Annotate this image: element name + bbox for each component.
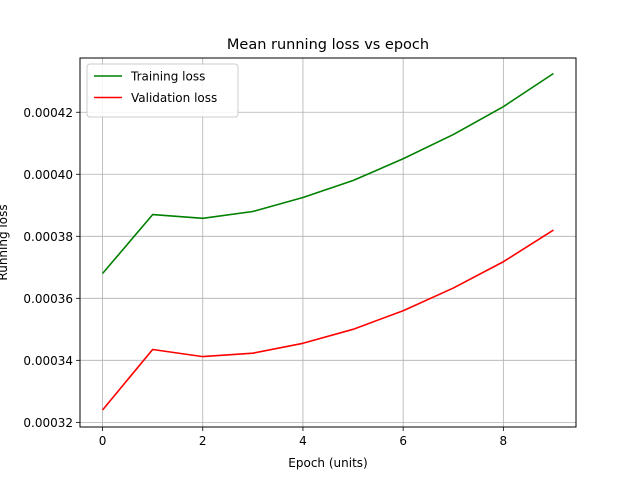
y-axis-label: Running loss [0, 204, 10, 280]
x-tick-label: 6 [399, 434, 407, 448]
series-layer [101, 72, 554, 411]
x-tick-label: 0 [99, 434, 107, 448]
legend-label: Training loss [130, 70, 205, 84]
x-axis-ticks: 0 2 4 6 8 [99, 427, 507, 448]
x-tick-label: 4 [299, 434, 307, 448]
legend: Training loss Validation loss [86, 63, 239, 118]
series-line-1 [101, 229, 554, 411]
y-tick-label: 0.00042 [23, 106, 73, 120]
y-tick-label: 0.00038 [23, 230, 73, 244]
chart-title: Mean running loss vs epoch [227, 37, 429, 53]
y-tick-label: 0.00040 [23, 168, 73, 182]
y-axis-ticks: 0.00032 0.00034 0.00036 0.00038 0.00040 0.000… [23, 106, 80, 430]
plot-frame [79, 57, 577, 428]
y-tick-label: 0.00034 [23, 354, 73, 368]
x-tick-label: 2 [199, 434, 207, 448]
legend-label: Validation loss [131, 91, 217, 105]
series-line-0 [101, 72, 554, 275]
legend-box [86, 63, 239, 118]
y-tick-label: 0.00032 [23, 416, 73, 430]
y-tick-label: 0.00036 [23, 292, 73, 306]
x-tick-label: 8 [500, 434, 508, 448]
x-axis-label: Epoch (units) [288, 456, 367, 470]
